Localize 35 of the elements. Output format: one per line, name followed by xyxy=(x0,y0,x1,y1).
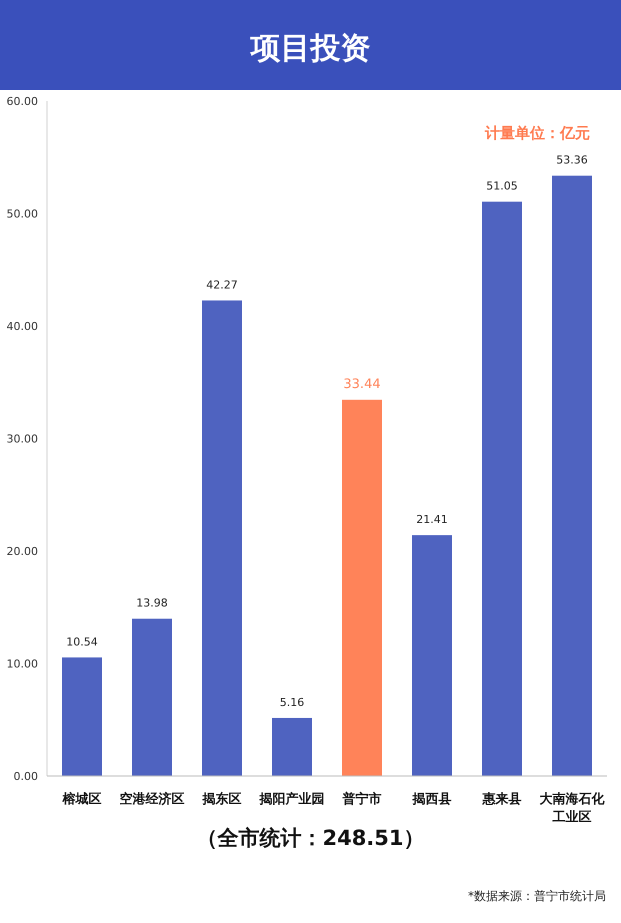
x-tick-label: 惠来县 xyxy=(482,791,522,807)
bar xyxy=(272,718,312,776)
text: （全市统计：248.51） xyxy=(196,826,425,850)
x-tick-label: 榕城区 xyxy=(62,791,102,807)
chart-title: 项目投资 xyxy=(250,31,370,66)
data-label: 10.54 xyxy=(66,635,98,648)
y-tick-label: 20.00 xyxy=(6,545,38,558)
data-label: 51.05 xyxy=(486,180,518,193)
x-tick-label: 空港经济区 xyxy=(120,791,184,807)
data-label: 13.98 xyxy=(136,596,168,610)
data-label: 53.36 xyxy=(556,154,588,167)
bar xyxy=(62,657,102,776)
y-tick-label: 40.00 xyxy=(6,320,38,333)
y-tick-label: 10.00 xyxy=(6,658,38,670)
x-tick-label: 揭西县 xyxy=(412,792,452,807)
data-label: 33.44 xyxy=(343,376,381,392)
data-label: 42.27 xyxy=(206,278,238,292)
data-label: 21.41 xyxy=(416,513,448,526)
x-tick-label: 大南海石化工业区 xyxy=(540,792,606,825)
x-tick-label: 揭阳产业园 xyxy=(258,791,324,807)
annotation: 计量单位：亿元 xyxy=(484,124,590,142)
text: *数据来源：普宁市统计局 xyxy=(468,889,606,903)
x-tick-label: 普宁市 xyxy=(342,791,382,807)
bar xyxy=(482,202,522,776)
bar xyxy=(412,535,452,776)
y-tick-label: 60.00 xyxy=(6,95,38,108)
y-tick-label: 30.00 xyxy=(6,432,38,446)
y-tick-label: 50.00 xyxy=(6,208,38,220)
bar xyxy=(552,176,592,776)
bar xyxy=(132,618,172,776)
x-tick-label: 揭东区 xyxy=(202,791,242,807)
bar xyxy=(342,400,382,776)
data-label: 5.16 xyxy=(280,696,304,709)
bar xyxy=(202,300,242,776)
y-tick-label: 0.00 xyxy=(14,770,38,783)
